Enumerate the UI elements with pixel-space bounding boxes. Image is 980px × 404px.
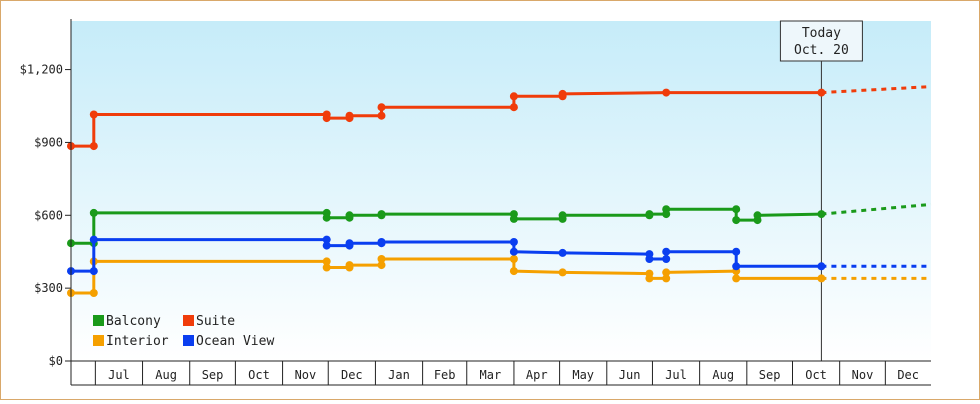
legend-label-balcony: Balcony xyxy=(106,314,161,329)
data-point-suite xyxy=(89,142,98,151)
data-point-balcony xyxy=(345,211,354,220)
data-point-interior xyxy=(662,274,671,283)
data-point-ocean-view xyxy=(645,255,654,263)
x-tick-label: Nov xyxy=(852,368,874,382)
legend-swatch-suite xyxy=(183,315,194,326)
data-point-interior xyxy=(89,289,98,297)
data-point-balcony xyxy=(377,210,386,219)
legend-swatch-ocean-view xyxy=(183,335,194,346)
data-point-interior xyxy=(377,261,386,270)
x-tick-label: Nov xyxy=(295,368,317,382)
data-point-ocean-view xyxy=(732,247,741,256)
x-tick-label: Jul xyxy=(665,368,687,382)
data-point-interior xyxy=(322,257,331,266)
legend-label-ocean-view: Ocean View xyxy=(196,334,274,349)
data-point-suite xyxy=(817,88,826,97)
x-tick-label: Apr xyxy=(526,368,548,382)
data-point-suite xyxy=(89,110,98,119)
data-point-ocean-view xyxy=(322,241,331,250)
data-point-balcony xyxy=(662,205,671,214)
data-point-ocean-view xyxy=(509,238,518,246)
y-tick-label: $900 xyxy=(34,135,63,149)
data-point-balcony xyxy=(89,208,98,217)
data-point-balcony xyxy=(732,205,741,214)
plot-background xyxy=(71,21,931,361)
data-point-interior xyxy=(817,274,826,283)
data-point-balcony xyxy=(817,210,826,219)
data-point-ocean-view xyxy=(662,247,671,256)
data-point-suite xyxy=(322,114,331,123)
data-point-suite xyxy=(509,103,518,112)
y-tick-label: $0 xyxy=(49,354,63,368)
y-tick-label: $300 xyxy=(34,281,63,295)
data-point-interior xyxy=(322,263,331,272)
x-tick-label: Dec xyxy=(341,368,363,382)
x-tick-label: Oct xyxy=(248,368,270,382)
legend-label-interior: Interior xyxy=(106,334,169,349)
data-point-ocean-view xyxy=(509,247,518,256)
x-tick-label: Aug xyxy=(712,368,734,382)
x-tick-label: Aug xyxy=(155,368,177,382)
x-tick-label: Sep xyxy=(759,368,781,382)
legend-label-suite: Suite xyxy=(196,314,235,329)
y-tick-label: $1,200 xyxy=(20,63,63,77)
data-point-interior xyxy=(509,267,518,276)
data-point-suite xyxy=(377,111,386,120)
data-point-interior xyxy=(732,274,741,283)
x-tick-label: Jan xyxy=(388,368,410,382)
x-tick-label: Oct xyxy=(805,368,827,382)
data-point-balcony xyxy=(645,210,654,219)
x-tick-label: May xyxy=(572,368,594,382)
data-point-interior xyxy=(558,268,567,277)
data-point-interior xyxy=(377,255,386,263)
today-date-text: Oct. 20 xyxy=(794,43,849,58)
data-point-suite xyxy=(345,111,354,120)
legend-swatch-balcony xyxy=(93,315,104,326)
data-point-interior xyxy=(509,255,518,263)
data-point-ocean-view xyxy=(662,255,671,263)
data-point-balcony xyxy=(509,214,518,223)
series-forecast-suite xyxy=(821,85,932,95)
data-point-suite xyxy=(662,88,671,97)
data-point-ocean-view xyxy=(89,235,98,244)
x-tick-label: Sep xyxy=(202,368,224,382)
data-point-suite xyxy=(558,89,567,98)
data-point-ocean-view xyxy=(377,238,386,246)
data-point-ocean-view xyxy=(322,235,331,244)
data-point-balcony xyxy=(753,211,762,220)
data-point-interior xyxy=(345,261,354,270)
data-point-balcony xyxy=(322,213,331,222)
data-point-suite xyxy=(377,103,386,112)
x-tick-label: Feb xyxy=(434,368,456,382)
x-tick-label: Mar xyxy=(480,368,502,382)
x-tick-label: Dec xyxy=(897,368,919,382)
x-tick-label: Jun xyxy=(619,368,641,382)
data-point-ocean-view xyxy=(89,267,98,276)
data-point-balcony xyxy=(732,216,741,225)
data-point-suite xyxy=(509,92,518,101)
data-point-interior xyxy=(662,268,671,277)
y-tick-label: $600 xyxy=(34,208,63,222)
data-point-ocean-view xyxy=(345,239,354,248)
today-label-text: Today xyxy=(802,26,841,41)
data-point-ocean-view xyxy=(817,262,826,271)
data-point-interior xyxy=(645,274,654,283)
legend-swatch-interior xyxy=(93,335,104,346)
data-point-balcony xyxy=(558,211,567,220)
data-point-ocean-view xyxy=(732,262,741,271)
series-forecast-balcony xyxy=(821,202,932,216)
x-tick-label: Jul xyxy=(108,368,130,382)
data-point-ocean-view xyxy=(558,248,567,257)
today-label-box xyxy=(779,20,863,62)
